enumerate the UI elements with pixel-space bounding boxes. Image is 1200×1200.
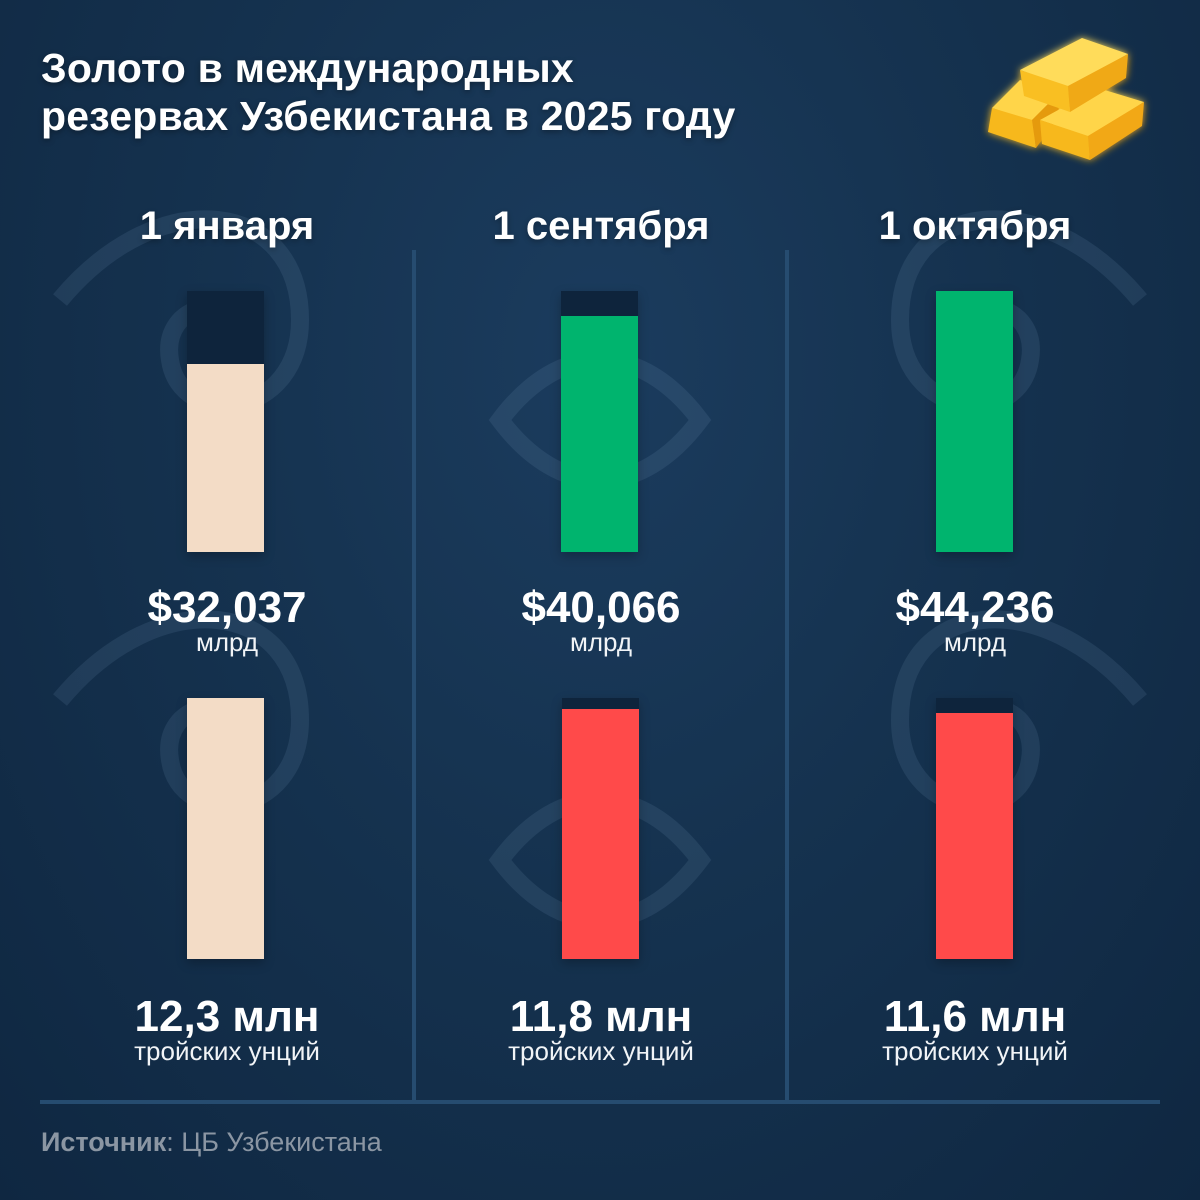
ounces-value: 11,8 млн	[509, 992, 693, 1041]
value-bar-track	[936, 291, 1013, 552]
ounces-unit: тройских унций	[508, 1036, 694, 1066]
ounces-value: 12,3 млн	[134, 992, 320, 1041]
ounces-unit: тройских унций	[882, 1036, 1068, 1066]
value-bar-track	[187, 291, 264, 552]
chart-title: Золото в международных резервах Узбекист…	[41, 44, 735, 140]
column-divider	[412, 250, 416, 1102]
column-date: 1 сентября	[492, 204, 710, 248]
title-line-1: Золото в международных	[41, 45, 574, 91]
source-separator: :	[166, 1127, 174, 1157]
source-label: Источник	[41, 1127, 167, 1157]
ounces-bar	[187, 698, 264, 959]
source-note: Источник: ЦБ Узбекистана	[41, 1127, 382, 1158]
gold-bars-icon	[988, 38, 1144, 160]
value-bar	[187, 364, 264, 552]
column-jan: 1 января $32,037 млрд 12,3 млн тройских …	[40, 190, 414, 1080]
ounces-bar-track	[187, 698, 264, 959]
value-unit: млрд	[195, 627, 259, 657]
ounces-bar	[562, 709, 639, 959]
value-unit: млрд	[943, 627, 1007, 657]
value-bar-track	[561, 291, 638, 552]
value-bar	[561, 316, 638, 552]
value-usd: $40,066	[521, 583, 681, 632]
ounces-value: 11,6 млн	[883, 992, 1067, 1041]
source-value: ЦБ Узбекистана	[173, 1127, 382, 1157]
ounces-unit: тройских унций	[134, 1036, 320, 1066]
column-sep: 1 сентября $40,066 млрд 11,8 млн тройски…	[414, 190, 788, 1080]
ounces-bar	[936, 713, 1013, 959]
column-date: 1 января	[139, 204, 315, 248]
bottom-divider	[40, 1100, 1160, 1104]
column-date: 1 октября	[878, 204, 1072, 248]
value-unit: млрд	[569, 627, 633, 657]
value-bar	[936, 291, 1013, 552]
value-usd: $44,236	[895, 583, 1055, 632]
column-divider	[785, 250, 789, 1102]
ounces-bar-track	[562, 698, 639, 959]
ounces-bar-track	[936, 698, 1013, 959]
column-oct: 1 октября $44,236 млрд 11,6 млн тройских…	[788, 190, 1162, 1080]
value-usd: $32,037	[147, 583, 307, 632]
title-line-2: резервах Узбекистана в 2025 году	[41, 93, 736, 139]
